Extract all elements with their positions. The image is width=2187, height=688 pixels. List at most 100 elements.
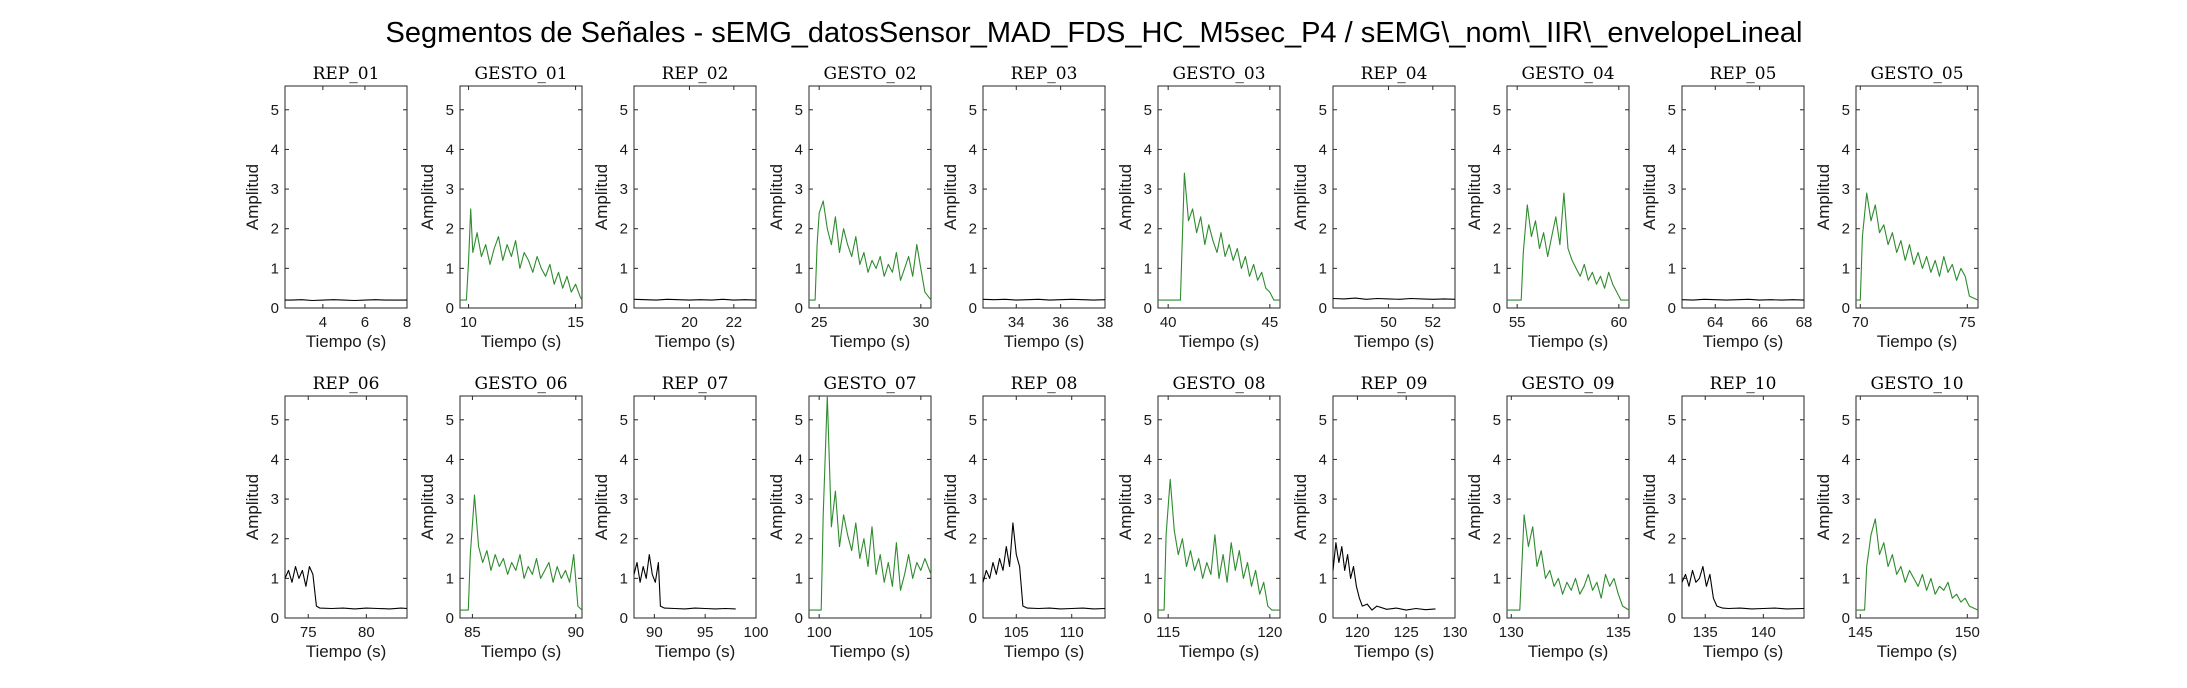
x-tick-label: 60 [1610,314,1627,331]
axes-box [284,395,408,619]
y-tick-label: 3 [1493,491,1501,508]
y-axis-label: Amplitud [941,164,960,230]
x-axis-label: Tiempo (s) [481,332,562,351]
y-tick-label: 1 [446,260,454,277]
y-tick-label: 0 [446,300,454,317]
axes-box [1681,85,1805,309]
x-tick-label: 150 [1955,624,1980,641]
x-tick-label: 45 [1261,314,1278,331]
x-tick-label: 15 [567,314,584,331]
y-tick-label: 0 [1319,300,1327,317]
y-tick-label: 3 [1493,181,1501,198]
y-tick-label: 4 [271,141,279,158]
y-tick-label: 5 [795,102,803,119]
y-tick-label: 5 [620,102,628,119]
subplot-panel: REP_09 0 1 2 3 4 5 120 125 130 Tiempo (s) Amplitud [1291,374,1468,661]
x-axis-label: Tiempo (s) [655,332,736,351]
y-tick-label: 0 [1842,300,1850,317]
y-axis-label: Amplitud [243,474,262,540]
x-tick-label: 140 [1751,624,1776,641]
x-tick-label: 135 [1606,624,1631,641]
y-tick-label: 4 [271,451,279,468]
y-tick-label: 5 [969,412,977,429]
subplot-panel: REP_01 0 1 2 3 4 5 4 6 8 Tiempo (s) Amplitud [243,64,411,351]
y-axis-label: Amplitud [592,164,611,230]
panel-title: REP_08 [1011,374,1078,394]
x-tick-label: 40 [1160,314,1177,331]
y-tick-label: 1 [271,260,279,277]
x-tick-label: 52 [1424,314,1441,331]
y-tick-label: 4 [969,451,977,468]
axes-box [459,395,583,619]
x-axis-label: Tiempo (s) [1528,642,1609,661]
y-tick-label: 0 [620,610,628,627]
y-axis-label: Amplitud [941,474,960,540]
y-tick-label: 5 [1144,412,1152,429]
y-tick-label: 2 [620,221,628,238]
panel-title: REP_06 [313,374,380,394]
x-tick-label: 120 [1345,624,1370,641]
rep-signal-line [633,554,736,610]
rep-signal-line [633,298,757,301]
y-tick-label: 1 [1319,260,1327,277]
x-tick-label: 70 [1852,314,1869,331]
y-tick-label: 2 [1842,221,1850,238]
y-tick-label: 5 [1144,102,1152,119]
y-axis-label: Amplitud [1291,474,1310,540]
gesto-signal-line [460,494,583,611]
x-axis-label: Tiempo (s) [1179,642,1260,661]
x-tick-label: 20 [681,314,698,331]
y-tick-label: 0 [1493,300,1501,317]
panel-title: GESTO_07 [823,374,916,394]
x-axis-label: Tiempo (s) [306,642,387,661]
y-tick-label: 4 [969,141,977,158]
y-axis-label: Amplitud [1116,164,1135,230]
x-axis-label: Tiempo (s) [1004,642,1085,661]
y-tick-label: 0 [1319,610,1327,627]
x-tick-label: 75 [1959,314,1976,331]
panel-title: REP_03 [1011,64,1078,84]
y-tick-label: 4 [620,141,628,158]
y-axis-label: Amplitud [1814,474,1833,540]
y-tick-label: 2 [446,531,454,548]
y-axis-label: Amplitud [767,164,786,230]
y-tick-label: 2 [1144,221,1152,238]
y-tick-label: 5 [969,102,977,119]
y-tick-label: 1 [1144,570,1152,587]
y-tick-label: 4 [1493,451,1501,468]
axes-box [284,85,408,309]
y-tick-label: 5 [1493,102,1501,119]
x-tick-label: 90 [646,624,663,641]
y-tick-label: 2 [1319,221,1327,238]
y-axis-label: Amplitud [243,164,262,230]
y-tick-label: 5 [1493,412,1501,429]
x-tick-label: 90 [567,624,584,641]
y-axis-label: Amplitud [1465,474,1484,540]
y-tick-label: 3 [1668,181,1676,198]
axes-box [1855,395,1979,619]
y-tick-label: 4 [1144,141,1152,158]
x-axis-label: Tiempo (s) [655,642,736,661]
y-tick-label: 2 [1842,531,1850,548]
axes-box [1506,395,1630,619]
axes-box [633,85,757,309]
x-tick-label: 8 [403,314,411,331]
rep-signal-line [1681,298,1805,301]
y-tick-label: 3 [620,181,628,198]
y-tick-label: 3 [446,181,454,198]
x-tick-label: 130 [1499,624,1524,641]
panel-title: GESTO_10 [1870,374,1963,394]
panel-title: GESTO_05 [1870,64,1963,84]
y-tick-label: 5 [1668,412,1676,429]
x-tick-label: 95 [697,624,714,641]
x-tick-label: 75 [300,624,317,641]
axes-box [459,85,583,309]
panel-title: REP_09 [1361,374,1428,394]
y-tick-label: 4 [620,451,628,468]
